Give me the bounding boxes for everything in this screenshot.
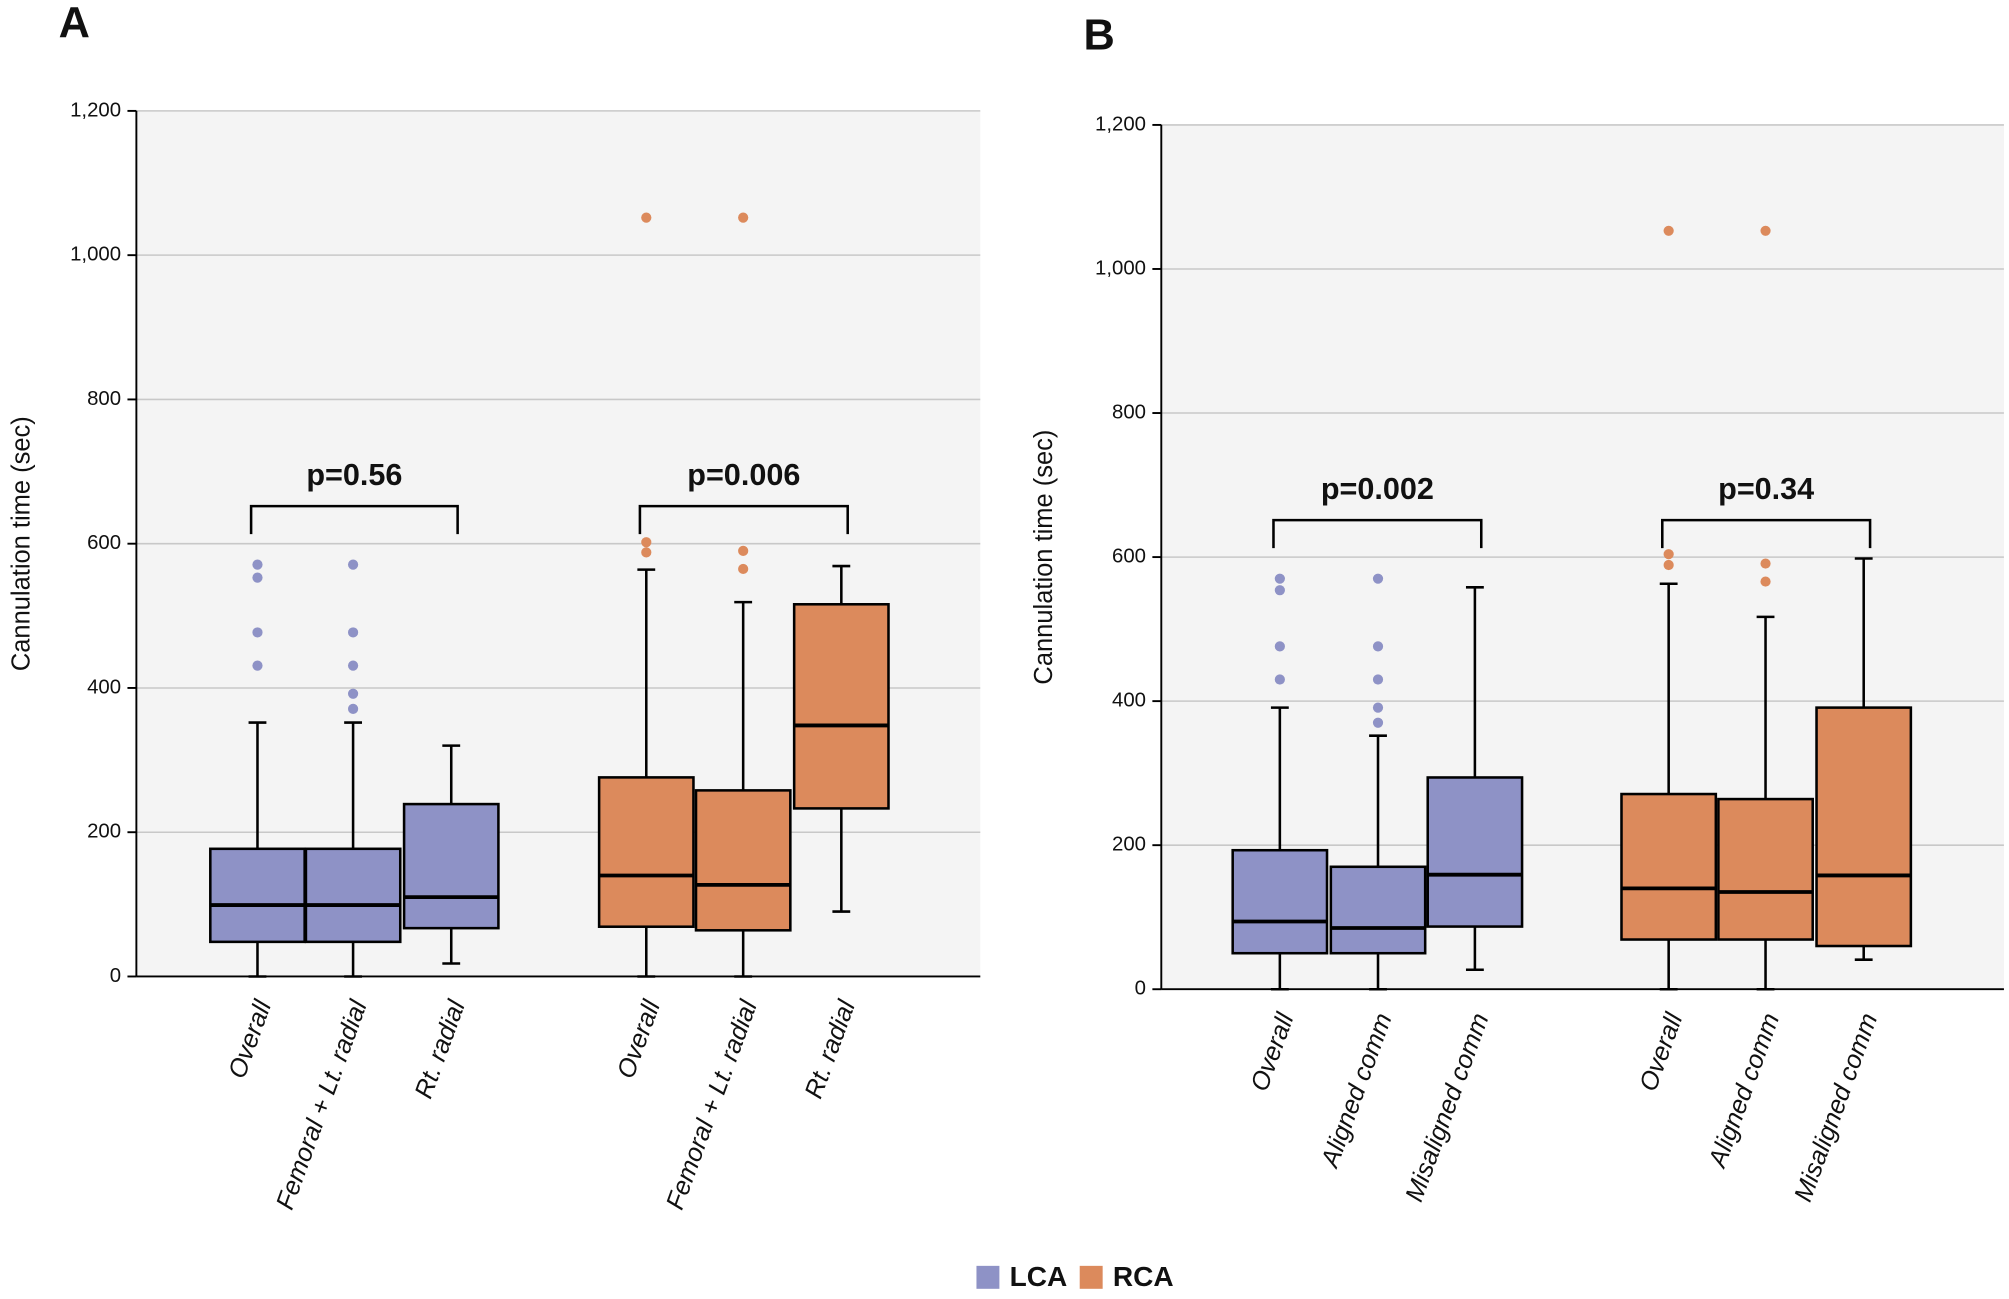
outlier <box>1663 549 1674 560</box>
outlier <box>1760 558 1771 569</box>
outlier <box>1760 225 1771 236</box>
outlier <box>738 545 749 557</box>
box <box>792 603 890 810</box>
outlier <box>1274 585 1285 596</box>
y-tick-label: 800 <box>1112 401 1146 423</box>
panel-label: A <box>59 0 90 47</box>
outlier <box>641 547 652 558</box>
outlier <box>641 537 652 548</box>
outlier <box>641 212 652 223</box>
outlier <box>252 572 263 583</box>
outlier <box>347 688 359 699</box>
x-tick-label: Rt. radial <box>800 996 862 1103</box>
y-tick-label: 600 <box>1112 545 1146 567</box>
outlier <box>1663 225 1674 236</box>
x-tick-label: Femoral + Lt. radial <box>271 996 373 1214</box>
y-tick-label: 400 <box>1112 690 1146 712</box>
x-tick-label: Overall <box>612 996 666 1083</box>
x-tick-label: Aligned comm <box>1703 1010 1785 1173</box>
p-value: p=0.006 <box>687 458 800 492</box>
box <box>402 802 500 930</box>
y-tick-label: 1,000 <box>70 244 121 266</box>
outlier <box>252 559 263 570</box>
y-tick-label: 400 <box>87 676 121 698</box>
x-tick-label: Overall <box>1246 1008 1300 1095</box>
outlier <box>347 559 359 570</box>
outlier <box>1372 702 1384 713</box>
y-tick-label: 0 <box>1135 978 1146 1000</box>
box <box>304 847 402 944</box>
box <box>1620 792 1718 941</box>
x-tick-label: Misaligned comm <box>1789 1010 1883 1206</box>
box <box>209 847 306 944</box>
x-tick-label: Overall <box>1634 1008 1688 1095</box>
y-tick-label: 200 <box>1112 834 1146 856</box>
x-tick-label: Rt. radial <box>410 996 472 1103</box>
p-value: p=0.34 <box>1718 472 1814 506</box>
outlier <box>347 660 359 671</box>
y-tick-label: 0 <box>110 965 121 987</box>
legend-swatch <box>976 1265 1000 1289</box>
y-axis-label: Cannulation time (sec) <box>8 416 36 671</box>
box <box>1329 865 1427 955</box>
box <box>597 776 695 928</box>
legend-label: LCA <box>1010 1261 1068 1292</box>
outlier <box>1274 573 1285 584</box>
bracket <box>638 504 849 535</box>
box <box>1815 706 1913 948</box>
y-tick-label: 1,000 <box>1095 257 1146 279</box>
outlier <box>252 660 263 671</box>
y-axis-label: Cannulation time (sec) <box>1030 430 1058 685</box>
outlier <box>347 627 359 638</box>
bracket <box>1661 518 1872 549</box>
bracket <box>249 504 459 535</box>
x-tick-label: Aligned comm <box>1315 1010 1397 1173</box>
outlier <box>738 563 749 575</box>
bracket <box>1272 518 1483 549</box>
y-tick-label: 800 <box>87 388 121 410</box>
outlier <box>1372 674 1384 685</box>
p-value: p=0.002 <box>1321 472 1434 506</box>
box <box>1426 776 1524 928</box>
y-tick-label: 1,200 <box>1095 113 1146 135</box>
p-value: p=0.56 <box>306 458 402 492</box>
outlier <box>1372 641 1384 652</box>
y-tick-label: 600 <box>87 532 121 554</box>
outlier <box>347 703 359 714</box>
outlier <box>1274 674 1285 685</box>
y-tick-label: 1,200 <box>70 99 121 121</box>
x-tick-label: Misaligned comm <box>1400 1010 1494 1206</box>
box <box>1717 797 1814 941</box>
outlier <box>252 627 263 638</box>
outlier <box>738 212 749 223</box>
outlier <box>1663 559 1674 571</box>
x-tick-label: Femoral + Lt. radial <box>661 996 763 1214</box>
y-tick-label: 200 <box>87 821 121 843</box>
panel-label: B <box>1084 12 1115 60</box>
x-tick-label: Overall <box>223 996 277 1083</box>
box <box>694 789 792 932</box>
outlier <box>1274 641 1285 652</box>
legend-label: RCA <box>1113 1261 1174 1292</box>
outlier <box>1372 717 1384 728</box>
outlier <box>1760 576 1771 587</box>
legend-swatch <box>1079 1265 1103 1289</box>
box <box>1231 848 1329 955</box>
outlier <box>1372 573 1384 584</box>
